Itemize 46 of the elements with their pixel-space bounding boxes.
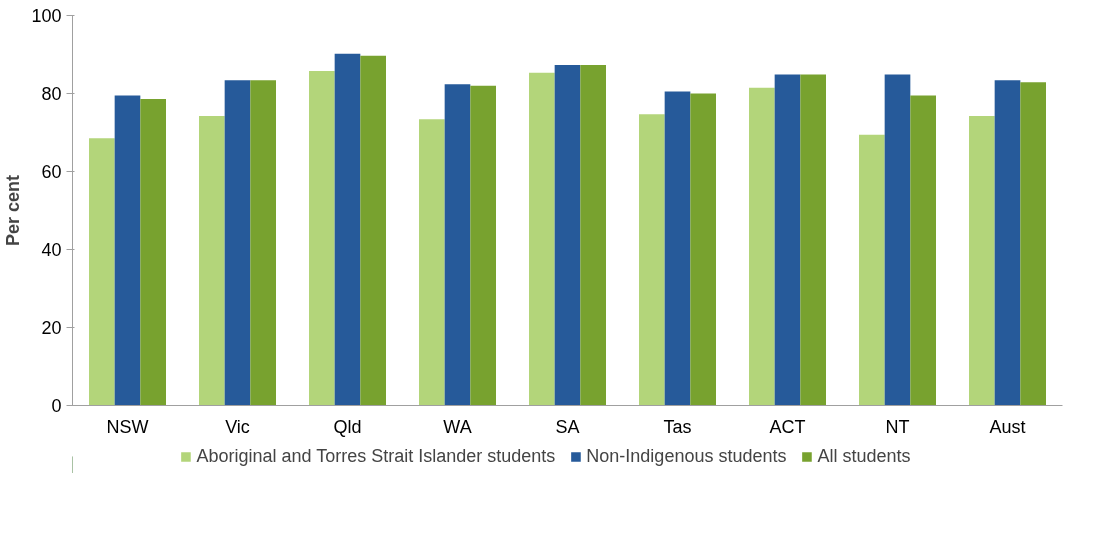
x-tick-label: Vic [225,416,250,437]
bar [580,65,606,406]
y-tick-label: 0 [51,396,62,416]
x-tick-label: SA [555,416,580,437]
y-tick-label: 40 [41,240,62,260]
bar [639,114,665,406]
y-tick-label: 100 [31,6,62,26]
bar [910,95,936,406]
legend-label: Non-Indigenous students [586,445,787,467]
x-tick-label: NSW [106,416,149,437]
bar [800,74,826,406]
bar [360,55,386,406]
bar [309,70,335,406]
bar [994,80,1021,406]
x-tick-label: Qld [333,416,362,437]
y-tick-label: 60 [41,162,62,182]
x-tick-label: WA [443,416,472,437]
bar [664,91,691,406]
x-tick-label: Tas [663,416,692,437]
y-axis-title: Per cent [3,174,24,247]
y-tick-label: 80 [41,84,62,104]
bar [224,80,251,406]
bar [114,95,141,406]
bar [690,93,716,406]
legend-label: All students [817,445,911,467]
bar [419,119,445,406]
y-tick-label: 20 [41,318,62,338]
bar [199,116,225,406]
bar [250,80,276,406]
bar [749,87,775,406]
bar [529,72,555,406]
x-tick-label: NT [885,416,910,437]
bar [884,74,911,406]
bar [334,53,361,406]
bar [859,134,885,406]
bar [774,74,801,406]
bar [470,85,496,406]
legend-label: Aboriginal and Torres Strait Islander students [196,445,556,467]
x-tick-label: ACT [769,416,806,437]
bar [969,116,995,406]
bar [444,84,471,406]
bar [89,138,115,406]
bar [554,65,581,406]
bar [1020,82,1046,406]
x-tick-label: Aust [989,416,1026,437]
bar [140,98,166,406]
